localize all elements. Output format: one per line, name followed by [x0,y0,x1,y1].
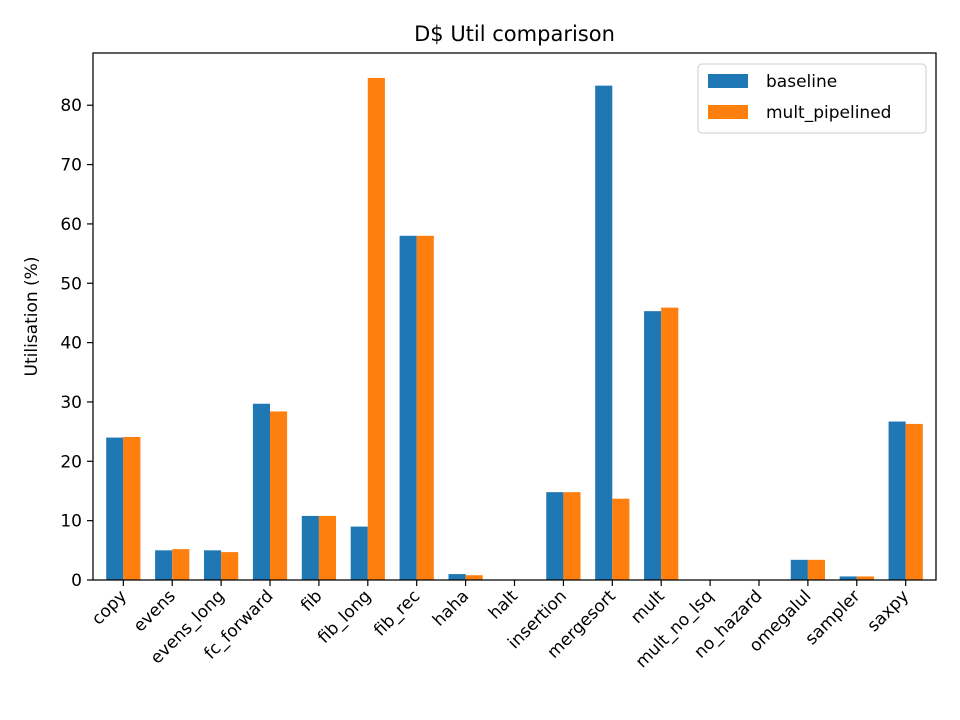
y-tick-label: 80 [60,96,82,116]
x-tick-label: copy [88,586,131,629]
bar-mult-pipelined-sampler [856,576,874,580]
x-tick-label: fib_rec [370,586,424,640]
bar-baseline-sampler [839,576,857,580]
y-tick-label: 10 [60,512,82,532]
bar-baseline-fc-forward [252,403,271,580]
y-axis: 0 10 20 30 40 50 60 70 80 [60,96,93,591]
bar-mult-pipelined-saxpy [905,423,923,580]
bar-baseline-saxpy [888,421,906,580]
y-tick-label: 40 [60,334,82,354]
bars [106,77,923,581]
bar-mult-pipelined-evens [172,549,190,580]
y-axis-label: Utilisation (%) [22,257,42,377]
x-tick-label: mult [627,586,669,628]
x-tick-label: saxpy [864,586,914,636]
x-tick-label: fib [297,586,326,615]
x-tick-label: haha [429,586,473,630]
bar-baseline-mult [644,311,662,580]
x-tick-label: sampler [802,586,865,649]
legend-label-mult-pipelined: mult_pipelined [766,103,891,123]
bar-mult-pipelined-fib-long [367,77,385,581]
legend-swatch-baseline [708,74,748,88]
bar-baseline-mergesort [595,85,613,580]
bar-mult-pipelined-omegalul [807,559,825,580]
bar-mult-pipelined-fib [318,515,337,580]
bar-baseline-insertion [546,492,564,580]
y-tick-label: 70 [60,156,82,176]
bar-baseline-copy [106,437,124,580]
y-tick-label: 20 [60,452,82,472]
bar-baseline-omegalul [790,559,808,580]
bar-baseline-haha [448,574,466,580]
legend-swatch-mult-pipelined [708,105,748,119]
chart-title: D$ Util comparison [414,22,615,46]
bar-mult-pipelined-insertion [563,492,581,580]
y-tick-label: 60 [60,215,82,235]
legend: baseline mult_pipelined [697,63,927,134]
bar-mult-pipelined-fib-rec [416,235,434,581]
legend-label-baseline: baseline [766,72,837,92]
bar-baseline-fib-long [350,526,368,580]
legend-box [697,63,927,134]
bar-baseline-evens [155,550,173,580]
bar-mult-pipelined-mergesort [612,498,630,580]
bar-mult-pipelined-copy [123,436,141,580]
y-tick-label: 30 [60,393,82,413]
x-tick-label: fib_long [314,586,375,647]
x-tick-label: halt [485,586,522,623]
bar-mult-pipelined-haha [465,575,483,580]
bar-baseline-fib-rec [399,235,417,581]
bar-mult-pipelined-mult [661,307,679,580]
y-tick-label: 0 [71,571,82,591]
y-tick-label: 50 [60,274,82,294]
bar-baseline-fib [301,515,319,580]
bar-baseline-evens-long [204,550,222,580]
bar-mult-pipelined-evens-long [221,552,239,580]
bar-mult-pipelined-fc-forward [270,411,288,580]
